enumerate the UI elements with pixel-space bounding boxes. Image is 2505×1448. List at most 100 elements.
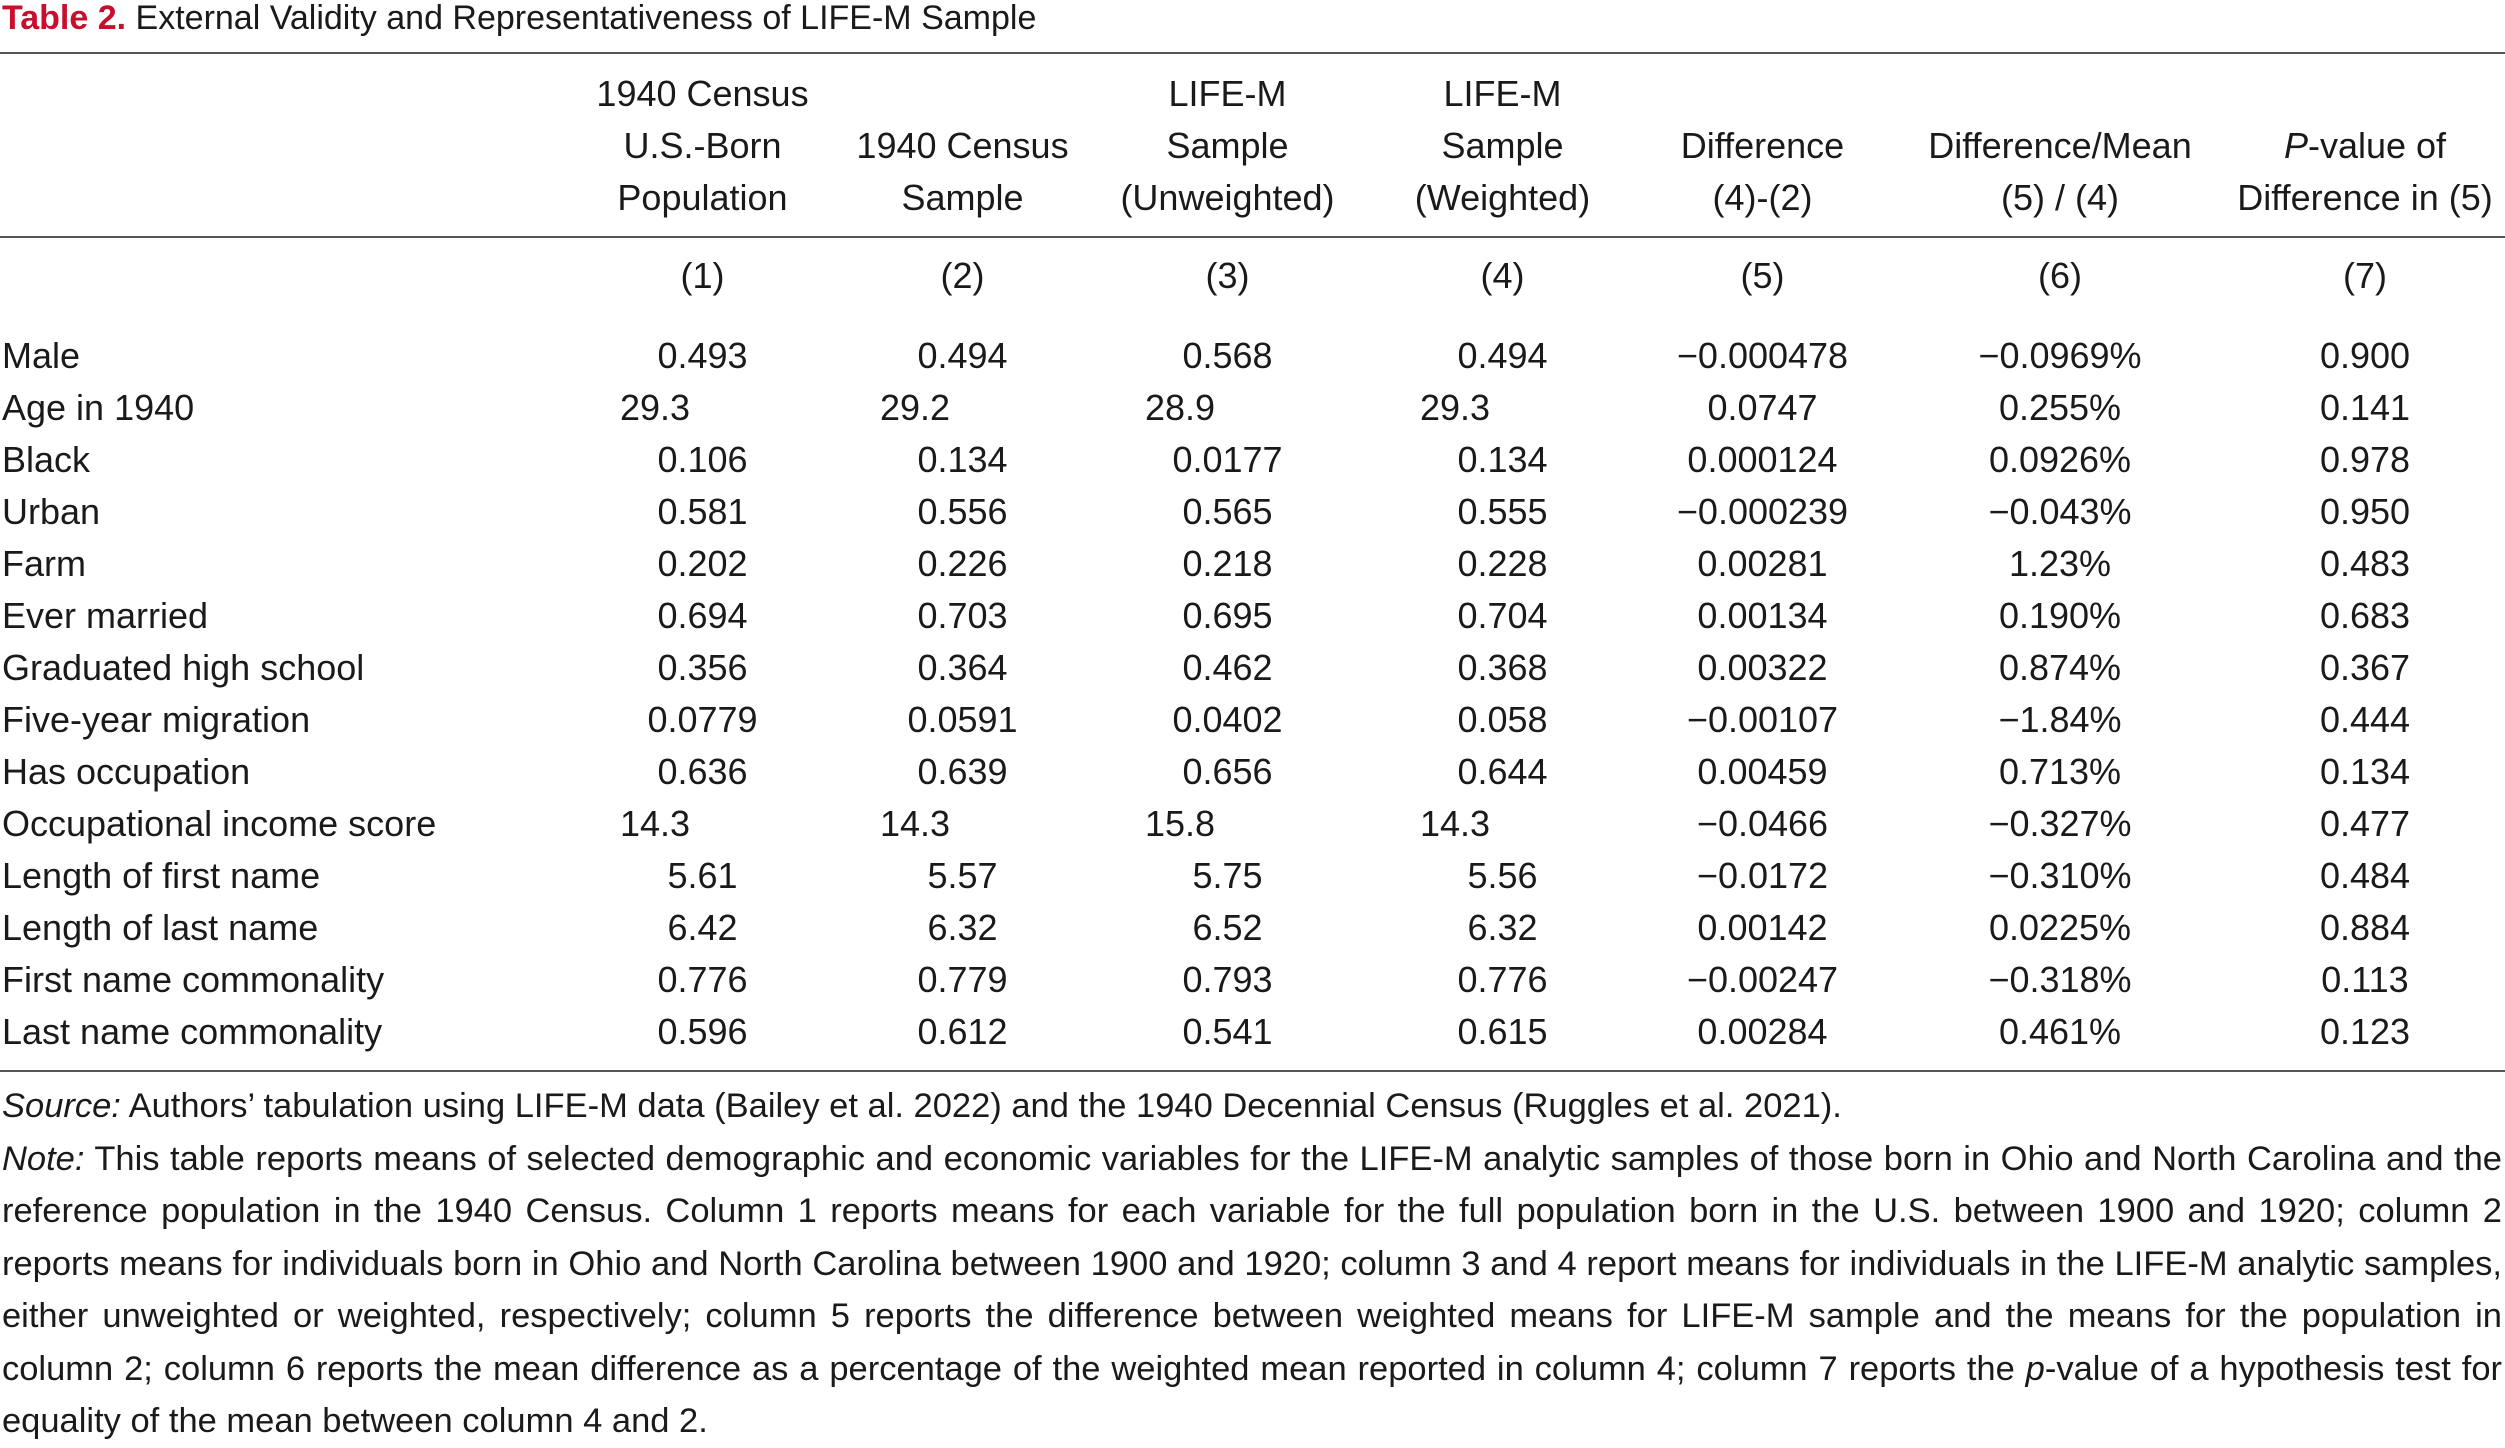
table-cell: 0.874% bbox=[1998, 647, 2122, 688]
table-cell: 0.776 bbox=[657, 959, 748, 1000]
column-number-5: (5) bbox=[1740, 255, 1785, 296]
table-cell: 0.0747 bbox=[1707, 387, 1818, 428]
table-cell: 0.106 bbox=[657, 439, 748, 480]
table-cell: 0.656 bbox=[1182, 751, 1273, 792]
table-cell: 0.612 bbox=[917, 1011, 1008, 1052]
table-cell: 0.202 bbox=[657, 543, 748, 584]
header-p-italic: P bbox=[2283, 125, 2308, 166]
table-cell: 0.228 bbox=[1457, 543, 1548, 584]
table-cell: 0.368 bbox=[1457, 647, 1548, 688]
header-col-2: 1940 Census Sample bbox=[856, 125, 1069, 218]
table-cell: 0.483 bbox=[2319, 543, 2411, 584]
table-cell: 0.484 bbox=[2319, 855, 2411, 896]
table-cell: 0.477 bbox=[2319, 803, 2411, 844]
row-label: Occupational income score bbox=[2, 803, 437, 844]
column-number-4: (4) bbox=[1480, 255, 1525, 296]
column-number-7: (7) bbox=[2343, 255, 2387, 296]
table-cell: 5.56 bbox=[1467, 855, 1538, 896]
table-cell: 0.704 bbox=[1457, 595, 1548, 636]
table-cell: 0.683 bbox=[2319, 595, 2411, 636]
table-cell: 0.134 bbox=[1457, 439, 1548, 480]
table-cell: 6.52 bbox=[1192, 907, 1263, 948]
table-cell: 0.713% bbox=[1998, 751, 2122, 792]
table-cell: 0.00134 bbox=[1697, 595, 1828, 636]
source-text: Authors’ tabulation using LIFE-M data (B… bbox=[120, 1087, 1842, 1125]
header-rule bbox=[0, 236, 2505, 238]
table-cell: 0.556 bbox=[917, 491, 1008, 532]
table-cell: −0.00107 bbox=[1686, 699, 1839, 740]
table-cell: 0.978 bbox=[2319, 439, 2411, 480]
table-row: Farm 0.202 0.226 0.218 0.228 0.00281 1.23% 0.48… bbox=[0, 538, 2505, 590]
header-p-rest: -value of bbox=[2307, 125, 2447, 166]
table-row: Urban 0.581 0.556 0.565 0.555 −0.000239 −0.043… bbox=[0, 486, 2505, 538]
row-label: Ever married bbox=[2, 595, 209, 636]
table-cell: 0.779 bbox=[917, 959, 1008, 1000]
table-cell: 0.364 bbox=[917, 647, 1008, 688]
row-label: Last name commonality bbox=[2, 1011, 383, 1052]
table-row: Last name commonality 0.596 0.612 0.541 0.61… bbox=[0, 1006, 2505, 1058]
table-cell: 0.615 bbox=[1457, 1011, 1548, 1052]
table-cell: 0.793 bbox=[1182, 959, 1273, 1000]
table-row: Male 0.493 0.494 0.568 0.494 −0.000478 −0.0969… bbox=[0, 330, 2505, 382]
header-col-6: Difference/Mean (5) / (4) bbox=[1928, 125, 2192, 218]
column-number-3: (3) bbox=[1205, 255, 1250, 296]
table-cell: 6.32 bbox=[1467, 907, 1538, 948]
table-cell: 29.3 bbox=[1420, 387, 1491, 428]
table-cell: −0.043% bbox=[1988, 491, 2132, 532]
table-cell: −1.84% bbox=[1998, 699, 2122, 740]
table-cell: 28.9 bbox=[1145, 387, 1216, 428]
table-row: Length of last name 6.42 6.32 6.52 6.32 0.001… bbox=[0, 902, 2505, 954]
row-label: Age in 1940 bbox=[2, 387, 195, 428]
table-cell: −0.327% bbox=[1988, 803, 2132, 844]
table-cell: 0.058 bbox=[1457, 699, 1548, 740]
note-text-2: -value of a hypothesis test for equality… bbox=[2, 1349, 2502, 1441]
row-label: Length of first name bbox=[2, 855, 321, 896]
top-rule bbox=[0, 52, 2505, 54]
table-cell: 0.703 bbox=[917, 595, 1008, 636]
row-label: Length of last name bbox=[2, 907, 319, 948]
table-cell: 14.3 bbox=[880, 803, 951, 844]
table-label: Table 2. bbox=[2, 0, 127, 37]
table-cell: 0.0779 bbox=[647, 699, 758, 740]
table-row: Black 0.106 0.134 0.0177 0.134 0.000124 0.0926… bbox=[0, 434, 2505, 486]
table-cell: 0.113 bbox=[2321, 959, 2409, 1000]
column-number-6: (6) bbox=[2038, 255, 2082, 296]
table-cell: 0.494 bbox=[1457, 335, 1548, 376]
table-cell: 0.00281 bbox=[1697, 543, 1828, 584]
table-cell: 0.555 bbox=[1457, 491, 1548, 532]
table-cell: 0.00322 bbox=[1697, 647, 1828, 688]
table-cell: 0.367 bbox=[2319, 647, 2411, 688]
table-row: Five-year migration 0.0779 0.0591 0.0402 0.0… bbox=[0, 694, 2505, 746]
table-cell: 5.75 bbox=[1192, 855, 1263, 896]
header-col-4: LIFE-M Sample (Weighted) bbox=[1414, 73, 1591, 218]
header-col-5: Difference (4)-(2) bbox=[1680, 125, 1845, 218]
table-cell: 0.190% bbox=[1998, 595, 2122, 636]
note-paragraph: Note: This table reports means of select… bbox=[2, 1133, 2502, 1448]
table-cell: 0.255% bbox=[1998, 387, 2122, 428]
table-cell: 0.462 bbox=[1182, 647, 1273, 688]
source-label: Source: bbox=[2, 1087, 121, 1125]
note-italic-p: p bbox=[2025, 1349, 2045, 1388]
row-label: Male bbox=[2, 335, 81, 376]
table-row: Length of first name 5.61 5.57 5.75 5.56 −0.0… bbox=[0, 850, 2505, 902]
table-cell: 14.3 bbox=[1420, 803, 1491, 844]
table-cell: 0.568 bbox=[1182, 335, 1273, 376]
note-label: Note: bbox=[2, 1139, 85, 1178]
table-cell: 15.8 bbox=[1145, 803, 1216, 844]
table-row: Ever married 0.694 0.703 0.695 0.704 0.00134 0… bbox=[0, 590, 2505, 642]
table-cell: −0.0466 bbox=[1696, 803, 1829, 844]
table-cell: 0.581 bbox=[657, 491, 748, 532]
table-row: Occupational income score 14.3 14.3 15.8 14.… bbox=[0, 798, 2505, 850]
table-cell: 0.494 bbox=[917, 335, 1008, 376]
table-cell: 0.636 bbox=[657, 751, 748, 792]
table-cell: 0.356 bbox=[657, 647, 748, 688]
table-cell: 0.123 bbox=[2319, 1011, 2411, 1052]
table-cell: 0.639 bbox=[917, 751, 1008, 792]
table-cell: 0.0177 bbox=[1172, 439, 1283, 480]
table-cell: 6.32 bbox=[927, 907, 998, 948]
table-cell: 29.3 bbox=[620, 387, 691, 428]
table-cell: 5.57 bbox=[927, 855, 998, 896]
row-label: Black bbox=[2, 439, 91, 480]
table-cell: −0.318% bbox=[1988, 959, 2132, 1000]
